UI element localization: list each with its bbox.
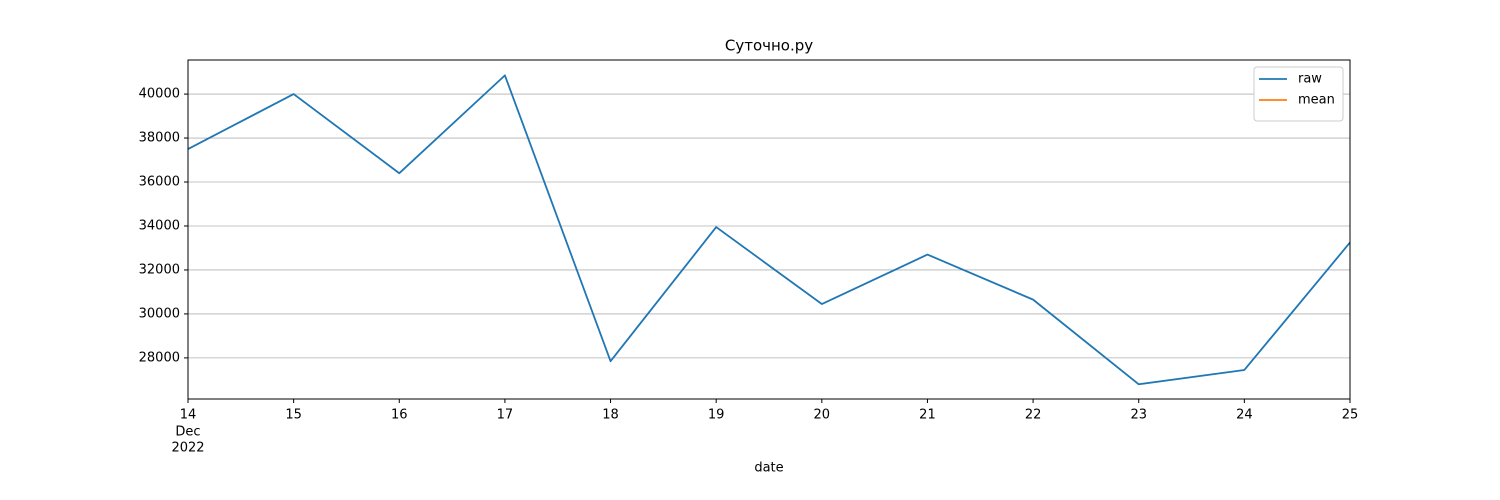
legend-box [1253,66,1344,122]
x-tick-label: 17 [497,408,514,423]
x-tick-sublabel: Dec [175,425,200,440]
x-tick-label: 23 [1130,408,1147,423]
y-tick-label: 40000 [139,87,180,102]
x-tick-label: 14 [180,408,197,423]
chart-title: Суточно.ру [725,37,813,55]
x-axis-label: date [754,461,783,476]
x-tick-label: 22 [1025,408,1042,423]
y-tick-label: 38000 [139,131,180,146]
y-tick-label: 32000 [139,262,180,277]
y-tick-label: 36000 [139,175,180,190]
x-tick-sublabel: 2022 [171,441,204,456]
legend-label: mean [1298,93,1335,108]
y-tick-label: 30000 [139,306,180,321]
x-tick-label: 15 [285,408,302,423]
x-tick-label: 24 [1236,408,1253,423]
x-tick-label: 16 [391,408,408,423]
legend-label: raw [1298,72,1322,87]
x-tick-label: 25 [1342,408,1359,423]
y-tick-label: 34000 [139,218,180,233]
y-tick-label: 28000 [139,350,180,365]
data-line [187,74,1351,386]
plot-frame [187,59,1351,400]
x-tick-label: 18 [602,408,619,423]
x-tick-label: 20 [814,408,831,423]
x-tick-label: 19 [708,408,725,423]
x-tick-label: 21 [919,408,936,423]
